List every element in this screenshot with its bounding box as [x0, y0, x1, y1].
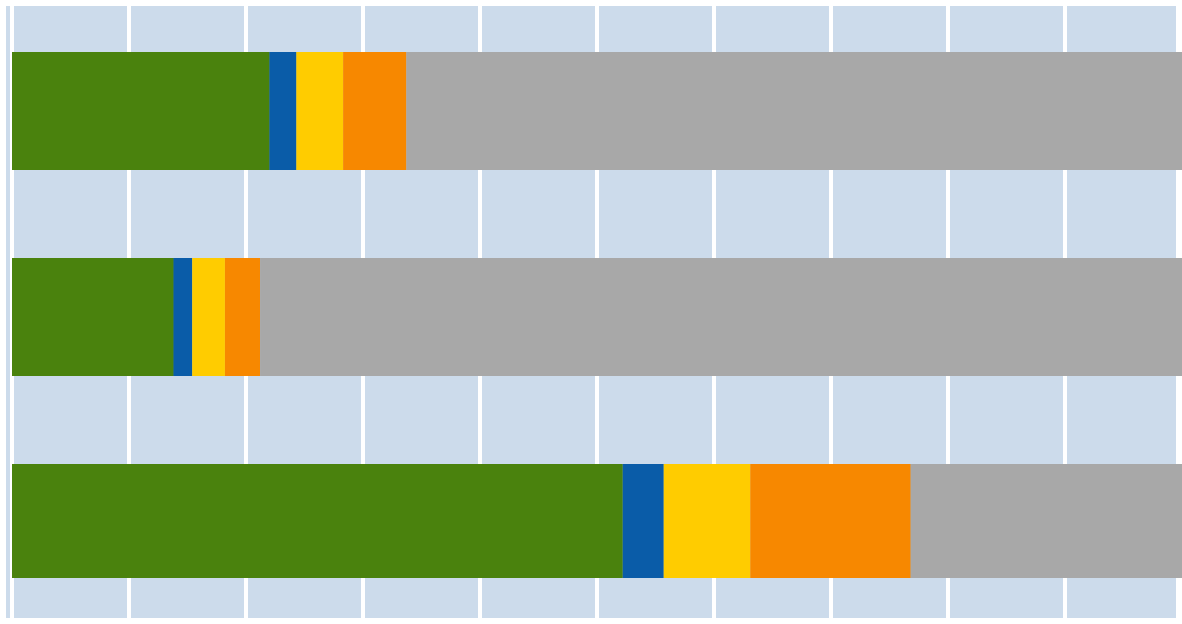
- bar-segment-row2-series2: [173, 258, 193, 376]
- bar-segment-row3-series1: [12, 464, 623, 578]
- bar-segment-row2-series1: [12, 258, 174, 376]
- bar-segment-row2-series5: [260, 258, 1182, 376]
- bar-segment-row3-series3: [663, 464, 751, 578]
- bar-segment-row3-series2: [622, 464, 664, 578]
- bar-segment-row1-series2: [269, 52, 297, 170]
- bar-segment-row2-series4: [224, 258, 261, 376]
- bar-segment-row1-series5: [406, 52, 1182, 170]
- bars: [12, 52, 1182, 578]
- bar-segment-row1-series3: [296, 52, 344, 170]
- bar-segment-row3-series5: [910, 464, 1182, 578]
- bar-segment-row2-series3: [192, 258, 225, 376]
- bar-segment-row1-series4: [343, 52, 407, 170]
- bar-segment-row1-series1: [12, 52, 270, 170]
- bar-segment-row3-series4: [750, 464, 911, 578]
